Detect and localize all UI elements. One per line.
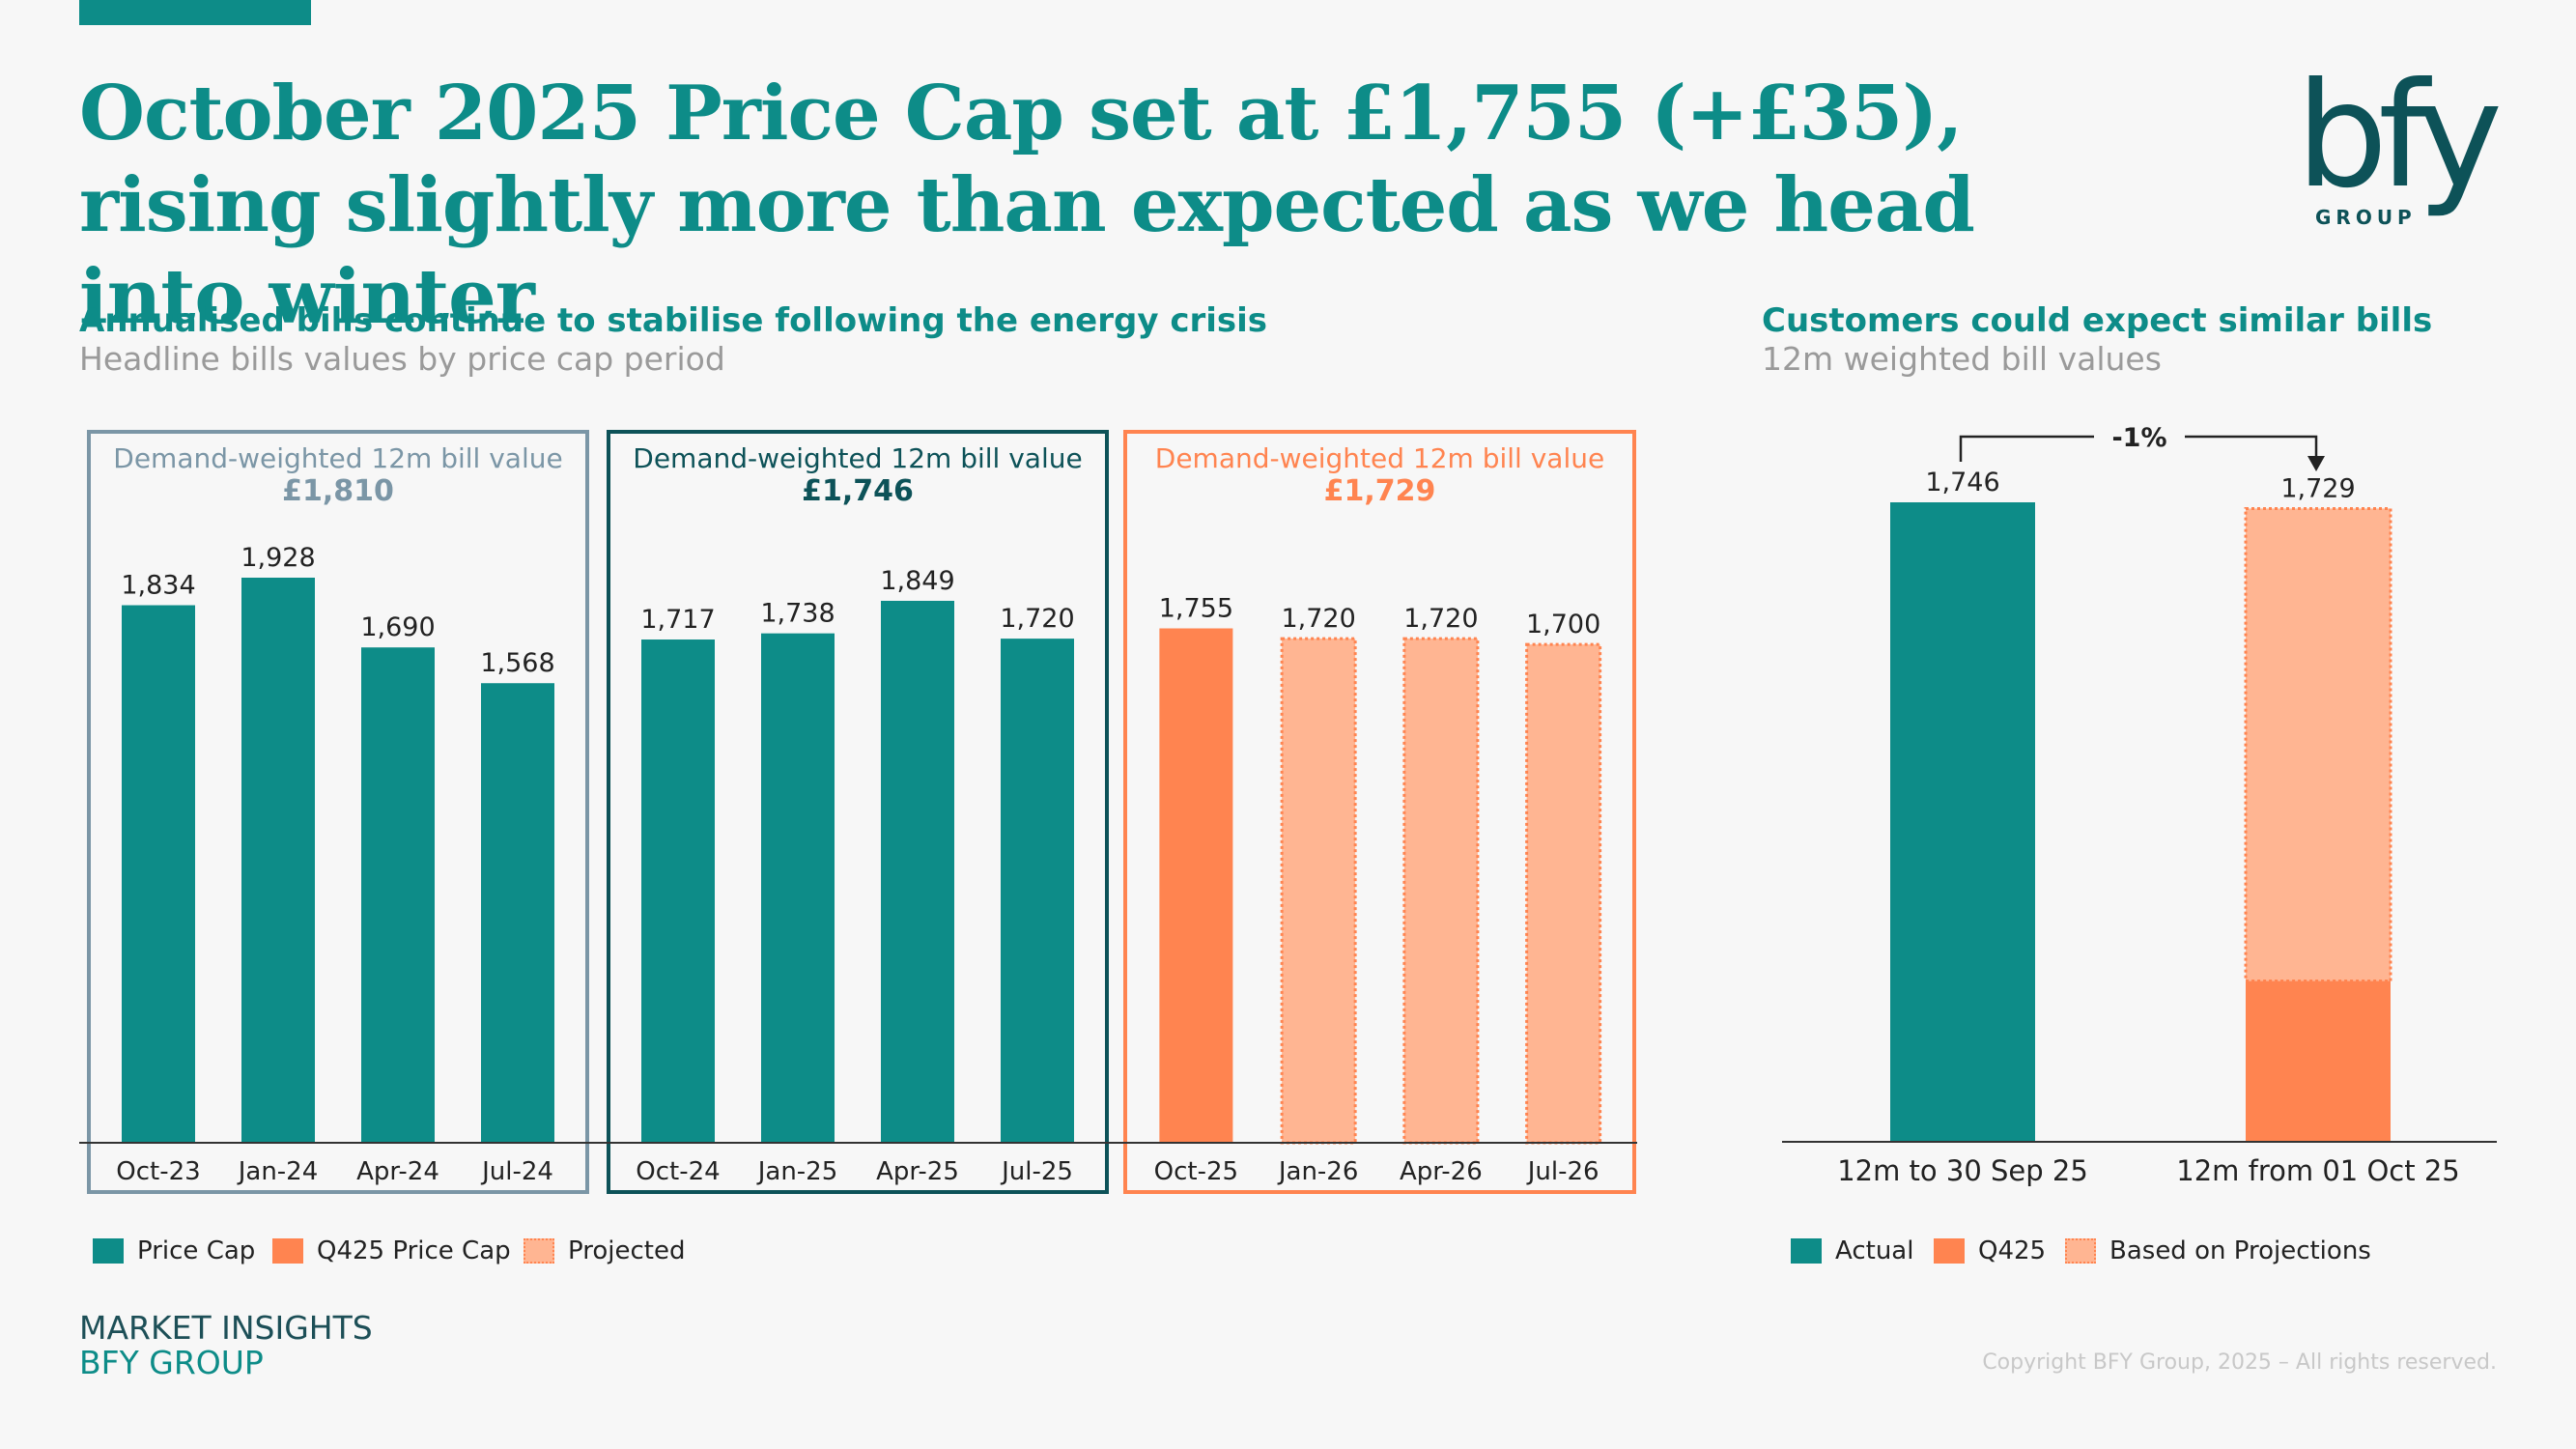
bar-value-label: 1,928 <box>241 543 315 573</box>
legend-price-cap: Price Cap <box>93 1236 255 1265</box>
legend-swatch-orange <box>1934 1238 1965 1264</box>
x-tick-label: Jul-24 <box>480 1157 553 1186</box>
x-tick-label: Apr-25 <box>876 1157 959 1186</box>
footer-market-insights: MARKET INSIGHTS <box>79 1309 373 1347</box>
bar-value-label: 1,720 <box>1000 604 1074 634</box>
x-tick-label: Apr-24 <box>356 1157 439 1186</box>
x-tick-label: Oct-24 <box>636 1157 720 1186</box>
svg-text:bfy: bfy <box>2296 68 2499 220</box>
left-section-header: Annualised bills continue to stabilise f… <box>79 301 1267 378</box>
bar <box>761 633 835 1143</box>
bar <box>241 578 315 1143</box>
bar-value-label: 1,834 <box>121 571 195 601</box>
legend-swatch-dotted <box>524 1238 554 1264</box>
group-label: Demand-weighted 12m bill value <box>1155 442 1604 474</box>
group-value: £1,746 <box>802 474 914 508</box>
x-tick-label: Jul-25 <box>1000 1157 1073 1186</box>
group-value: £1,729 <box>1324 474 1436 508</box>
top-accent-bar <box>79 0 311 25</box>
right-section-header: Customers could expect similar bills 12m… <box>1762 301 2432 378</box>
x-tick-label: Jan-26 <box>1277 1157 1359 1186</box>
left-section-title: Annualised bills continue to stabilise f… <box>79 301 1268 340</box>
bar-value-label: 1,720 <box>1281 604 1355 634</box>
bar-value-label: 1,568 <box>480 648 554 678</box>
bar-value-label: 1,690 <box>360 612 435 642</box>
footer-bfy-group: BFY GROUP <box>79 1344 264 1381</box>
bar-value-label: 1,755 <box>1159 593 1233 623</box>
x-tick-label: Jan-24 <box>237 1157 319 1186</box>
group-label: Demand-weighted 12m bill value <box>633 442 1082 474</box>
legend-q425: Q425 Price Cap <box>272 1236 511 1265</box>
group-value: £1,810 <box>282 474 394 508</box>
bar <box>1280 637 1357 1145</box>
group-label: Demand-weighted 12m bill value <box>113 442 562 474</box>
group-box <box>607 430 1109 1194</box>
right-section-subtitle: 12m weighted bill values <box>1762 340 2162 378</box>
bar-value-label: 1,849 <box>880 566 954 596</box>
left-section-subtitle: Headline bills values by price cap perio… <box>79 340 725 378</box>
group-box <box>1123 430 1636 1194</box>
bar-value-label: 1,700 <box>1526 610 1600 639</box>
bar-value-label: 1,717 <box>640 605 715 635</box>
bar <box>481 683 554 1143</box>
group-box <box>87 430 589 1194</box>
bar <box>1402 637 1480 1145</box>
legend-swatch-dotted <box>2065 1238 2096 1264</box>
bar <box>361 647 435 1143</box>
legend-based-on-projections: Based on Projections <box>2065 1236 2371 1265</box>
x-tick-label: Jan-25 <box>756 1157 838 1186</box>
legend-q425-right: Q425 <box>1934 1236 2046 1265</box>
legend-projected: Projected <box>524 1236 685 1265</box>
bar <box>641 639 715 1143</box>
page-title: October 2025 Price Cap set at £1,755 (+£… <box>79 70 1975 341</box>
bar <box>881 600 954 1143</box>
copyright-notice: Copyright BFY Group, 2025 – All rights r… <box>1982 1350 2497 1375</box>
x-tick-label: Apr-26 <box>1400 1157 1483 1186</box>
legend-swatch-orange <box>272 1238 303 1264</box>
x-tick-label: Jul-26 <box>1526 1157 1599 1186</box>
right-section-title: Customers could expect similar bills <box>1762 301 2433 340</box>
svg-text:GROUP: GROUP <box>2315 206 2417 229</box>
bar <box>122 605 195 1143</box>
bar <box>1001 639 1074 1143</box>
legend-swatch-teal <box>1791 1238 1822 1264</box>
bar-value-label: 1,720 <box>1403 604 1478 634</box>
bar-value-label: 1,738 <box>760 599 835 629</box>
legend-actual: Actual <box>1791 1236 1913 1265</box>
bar <box>1159 628 1233 1143</box>
bar <box>1525 642 1602 1145</box>
legend-swatch-teal <box>93 1238 124 1264</box>
bfy-logo: bfy GROUP <box>2296 68 2508 229</box>
x-tick-label: Oct-23 <box>116 1157 200 1186</box>
x-tick-label: Oct-25 <box>1154 1157 1238 1186</box>
